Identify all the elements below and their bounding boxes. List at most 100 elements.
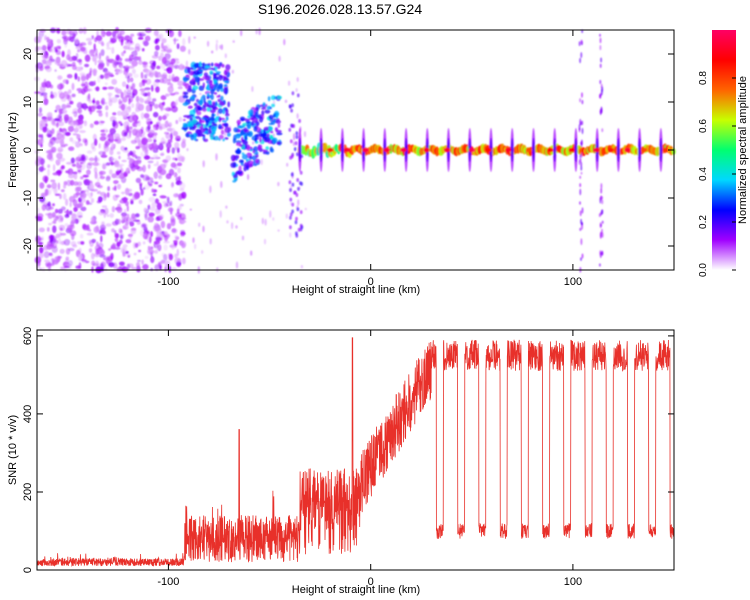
spectrogram-cell [64, 265, 70, 269]
spectrogram-cell [106, 175, 111, 180]
spectrogram-cell [209, 238, 212, 245]
spectrogram-cell [160, 220, 166, 229]
spectrogram-cell [599, 45, 602, 51]
spectrogram-cell [179, 45, 186, 52]
spectrogram-cell [213, 92, 218, 95]
spectrogram-cell [290, 154, 294, 159]
spectrogram-cell [255, 158, 260, 164]
spectrogram-cell [207, 104, 214, 109]
spectrogram-cell [150, 157, 155, 160]
spectrogram-cell [121, 81, 127, 88]
spectrogram-cell [55, 240, 59, 244]
y-tick-label: 0 [22, 147, 34, 153]
spectrogram-cell [226, 132, 231, 137]
spectrogram-cell [54, 48, 59, 53]
spectrogram-cell [183, 115, 190, 118]
spectrogram-cell [579, 57, 582, 64]
spectrogram-cell [100, 235, 103, 243]
spectrogram-cell [165, 106, 172, 112]
spectrogram-cell [127, 75, 131, 84]
spectrogram-cell [91, 260, 96, 266]
spectrogram-cell [276, 141, 281, 145]
spectrogram-cell [71, 140, 77, 145]
spectrogram-cell [88, 229, 92, 232]
spectrogram-cell [44, 80, 52, 89]
spectrogram-cell [36, 241, 44, 245]
spectrogram-cell [580, 238, 583, 246]
spectrogram-cell [90, 217, 96, 222]
spectrogram-cell [210, 88, 215, 95]
spectrogram-cell [220, 44, 224, 51]
spectrogram-cell [142, 241, 146, 245]
spectrogram-cell [80, 143, 83, 147]
spectrogram-cell [599, 212, 602, 216]
spectrogram-cell [215, 73, 220, 76]
spectrogram-cell [92, 161, 99, 167]
spectrogram-cell [43, 251, 50, 259]
spectrogram-cell [165, 142, 172, 149]
spectrogram-cell [72, 244, 78, 248]
spectrogram-cell [123, 50, 126, 54]
spectrogram-cell [181, 191, 187, 199]
spectrogram-cell [236, 155, 240, 159]
spectrogram-cell [599, 33, 601, 37]
colorbar-ticks: 0.0 0.2 0.4 0.6 0.8 [698, 71, 736, 277]
spectrogram-cell [247, 130, 253, 138]
spectrogram-cell [182, 102, 189, 106]
y-tick-label: 600 [22, 327, 34, 345]
spectrogram-cell [123, 208, 127, 214]
spectrogram-cell [101, 230, 107, 235]
spectrogram-cell [291, 202, 295, 207]
spectrogram-cell [101, 221, 105, 226]
spectrogram-cell [151, 84, 154, 92]
spectrogram-cell [95, 35, 103, 42]
spectrogram-cell [151, 201, 157, 208]
spectrogram-cell [43, 98, 49, 106]
spectrogram-cell [217, 108, 223, 114]
spectrogram-cell [601, 128, 604, 133]
spectrogram-cell [195, 128, 201, 134]
spectrogram-cell [150, 121, 153, 124]
spectrogram-cell [90, 198, 95, 203]
spectrogram-cell [142, 61, 147, 69]
spectrogram-cell [568, 147, 575, 153]
spectrogram-cell [272, 113, 277, 118]
spectrogram-cell [155, 44, 160, 51]
spectrogram-cell [116, 164, 123, 168]
spectrogram-cell [232, 137, 236, 144]
spectrogram-cell [299, 223, 303, 228]
spectrogram-cell [192, 85, 199, 91]
spectrogram-cell [111, 206, 116, 213]
spectrogram-cell [120, 36, 124, 43]
spectrogram-cell [181, 220, 187, 223]
spectrogram-cell [111, 173, 117, 179]
spectrogram-cell [222, 108, 226, 115]
spectrogram-cell [383, 147, 391, 153]
spectrogram-cell [192, 237, 195, 244]
spectrogram-cell [148, 249, 155, 254]
spectrogram-cell [57, 182, 61, 191]
colorbar-tick-label: 0.2 [698, 215, 709, 229]
spectrogram-cell [193, 135, 197, 141]
spectrogram-cell [148, 129, 155, 134]
spectrogram-cell [182, 118, 186, 122]
spectrogram-cell [68, 173, 75, 179]
spectrogram-cell [174, 141, 180, 149]
spectrogram-cell [62, 79, 68, 84]
spectrogram-cell [209, 70, 214, 75]
spectrogram-cell [67, 125, 74, 133]
spectrogram-cell [94, 55, 99, 59]
spectrogram-cell [86, 88, 93, 92]
spectrogram-cell [140, 188, 144, 196]
spectrogram-cell [150, 256, 155, 264]
spectrogram-cell [233, 155, 237, 160]
spectrogram-cell [108, 248, 112, 251]
spectrogram-cell [83, 121, 88, 127]
spectrogram-cell [258, 116, 264, 123]
spectrogram-cell [86, 150, 93, 154]
spectrogram-cell [190, 95, 196, 100]
spectrogram-cell [232, 40, 235, 43]
spectrogram-cell [116, 183, 122, 190]
spectrogram-cell [99, 224, 107, 231]
spectrogram-cell [199, 119, 205, 124]
